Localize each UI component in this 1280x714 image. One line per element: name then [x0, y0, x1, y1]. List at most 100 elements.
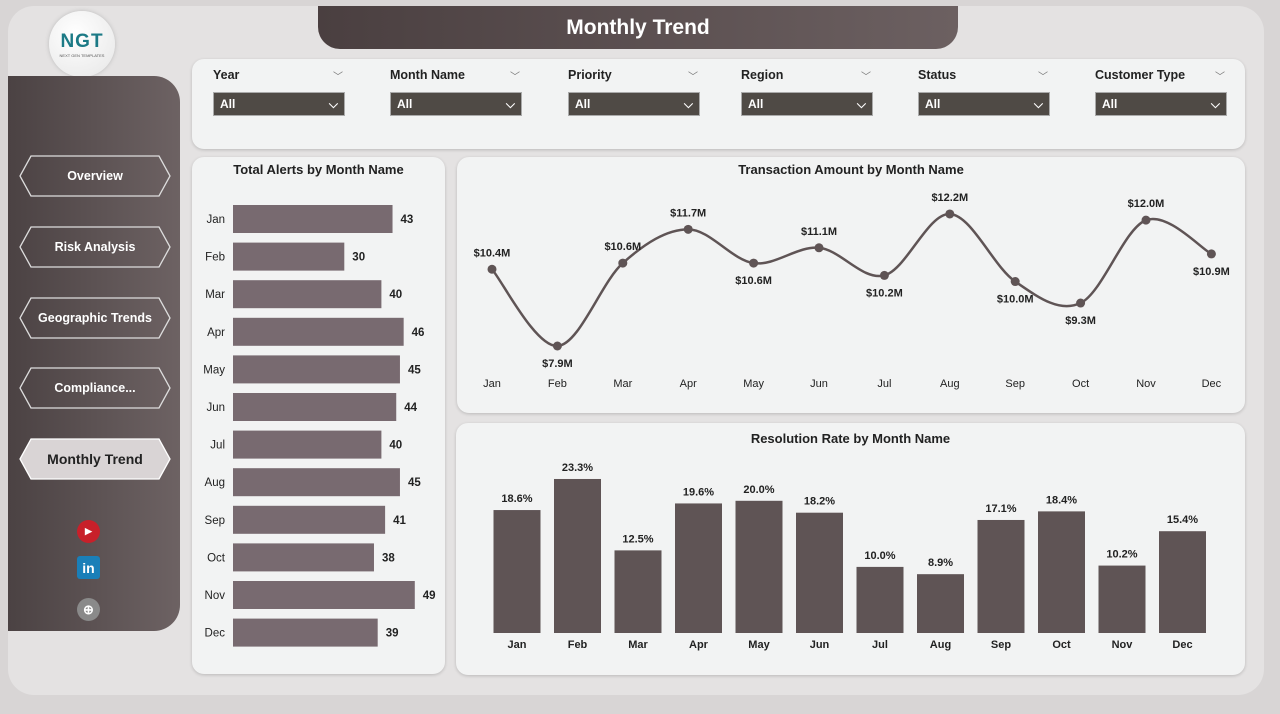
- data-label: 45: [408, 477, 421, 489]
- filter-dropdown[interactable]: All ⌵: [918, 92, 1050, 116]
- axis-tick-label: Nov: [1136, 378, 1156, 390]
- axis-tick-label: Mar: [613, 378, 632, 390]
- filter-customer-type: Customer Type ﹀ All ⌵: [1095, 68, 1227, 116]
- data-label: 41: [393, 515, 406, 527]
- axis-tick-label: Aug: [930, 639, 951, 651]
- resolution-bar-chart: 18.6% Jan 23.3% Feb 12.5% Mar 19.6% Apr 20.0% May…: [493, 462, 1206, 651]
- filter-dropdown[interactable]: All ⌵: [741, 92, 873, 116]
- data-label: 20.0%: [743, 484, 774, 496]
- filter-label: Year: [213, 68, 240, 82]
- filter-dropdown[interactable]: All ⌵: [213, 92, 345, 116]
- nav-hexagon: [19, 438, 171, 480]
- data-point: [683, 224, 693, 234]
- filter-label: Month Name: [390, 68, 465, 82]
- axis-tick-label: Aug: [940, 378, 960, 390]
- bar: [233, 430, 382, 459]
- chart-title: Total Alerts by Month Name: [233, 162, 404, 177]
- data-label: 12.5%: [622, 533, 653, 545]
- data-label: 10.2%: [1106, 549, 1137, 561]
- axis-tick-label: Aug: [205, 477, 225, 489]
- chevron-down-icon[interactable]: ﹀: [861, 72, 871, 83]
- data-label: 39: [386, 628, 399, 640]
- data-label: $10.6M: [604, 241, 641, 253]
- youtube-icon[interactable]: ▶: [77, 520, 100, 543]
- bar: [1159, 531, 1206, 633]
- bar: [917, 574, 964, 633]
- chevron-down-icon[interactable]: ﹀: [1215, 72, 1225, 83]
- nav-label: Risk Analysis: [54, 240, 136, 254]
- data-label: 17.1%: [985, 503, 1016, 515]
- axis-tick-label: Sep: [1005, 378, 1025, 390]
- data-point: [814, 243, 824, 253]
- chevron-down-icon: ⌵: [328, 96, 338, 111]
- data-label: $7.9M: [542, 358, 573, 370]
- chevron-down-icon: ⌵: [1210, 96, 1220, 111]
- bar: [233, 468, 400, 497]
- nav-hexagon: [19, 297, 171, 339]
- transaction-chart-card: Transaction Amount by Month Name $10.4M J…: [457, 157, 1245, 413]
- data-label: 45: [408, 364, 421, 376]
- data-label: 18.2%: [804, 496, 835, 508]
- bar: [856, 566, 904, 633]
- data-label: 46: [412, 327, 425, 339]
- axis-tick-label: Jan: [206, 214, 225, 226]
- bar: [614, 550, 662, 633]
- data-label: 49: [423, 590, 436, 602]
- axis-tick-label: Feb: [548, 378, 567, 390]
- data-label: 8.9%: [928, 557, 953, 569]
- bar: [977, 519, 1025, 633]
- filter-label: Priority: [568, 68, 612, 82]
- chevron-down-icon: ⌵: [856, 96, 866, 111]
- nav-hexagon: [19, 226, 171, 268]
- dropdown-value: All: [220, 97, 236, 111]
- bar: [233, 355, 400, 384]
- data-label: 40: [389, 289, 402, 301]
- linkedin-icon[interactable]: in: [77, 556, 100, 579]
- bar: [233, 618, 378, 647]
- nav-hexagon: [19, 367, 171, 409]
- nav-label: Monthly Trend: [47, 451, 143, 467]
- bar: [233, 242, 345, 271]
- data-point: [552, 341, 562, 351]
- filter-month-name: Month Name ﹀ All ⌵: [390, 68, 522, 116]
- axis-tick-label: Jan: [508, 639, 527, 651]
- data-label: $11.1M: [801, 226, 837, 238]
- dropdown-value: All: [397, 97, 413, 111]
- axis-tick-label: Sep: [205, 515, 225, 527]
- filter-label: Status: [918, 68, 957, 82]
- data-label: 18.4%: [1046, 494, 1077, 506]
- axis-tick-label: Jul: [210, 440, 225, 452]
- data-label: 19.6%: [683, 486, 714, 498]
- chevron-down-icon: ⌵: [1033, 96, 1043, 111]
- data-point: [749, 258, 759, 268]
- filter-dropdown[interactable]: All ⌵: [1095, 92, 1227, 116]
- nav-risk-analysis[interactable]: Risk Analysis: [19, 226, 171, 268]
- resolution-chart-card: Resolution Rate by Month Name 18.6% Jan 23…: [456, 423, 1245, 675]
- chevron-down-icon[interactable]: ﹀: [333, 72, 343, 83]
- filter-label: Region: [741, 68, 784, 82]
- globe-icon[interactable]: ⊕: [77, 598, 100, 621]
- chevron-down-icon[interactable]: ﹀: [1038, 72, 1048, 83]
- bar: [233, 505, 386, 534]
- data-label: $9.3M: [1065, 315, 1096, 327]
- nav-overview[interactable]: Overview: [19, 155, 171, 197]
- data-point: [1010, 277, 1020, 287]
- logo-tagline: NEXT GEN TEMPLATES: [59, 52, 105, 58]
- bar: [735, 500, 783, 633]
- axis-tick-label: Apr: [689, 639, 709, 651]
- nav-compliance[interactable]: Compliance...: [19, 367, 171, 409]
- series-line: [491, 212, 1213, 348]
- data-label: 18.6%: [501, 493, 532, 505]
- filter-dropdown[interactable]: All ⌵: [390, 92, 522, 116]
- nav-label: Overview: [67, 169, 123, 183]
- filter-panel: [192, 59, 1245, 149]
- chevron-down-icon[interactable]: ﹀: [688, 72, 698, 83]
- nav-monthly-trend[interactable]: Monthly Trend: [19, 438, 171, 480]
- chevron-down-icon[interactable]: ﹀: [510, 72, 520, 83]
- filter-dropdown[interactable]: All ⌵: [568, 92, 700, 116]
- axis-tick-label: May: [203, 364, 225, 376]
- nav-geographic-trends[interactable]: Geographic Trends: [19, 297, 171, 339]
- data-label: 15.4%: [1167, 514, 1198, 526]
- data-label: $10.2M: [866, 287, 903, 299]
- bar: [233, 205, 393, 233]
